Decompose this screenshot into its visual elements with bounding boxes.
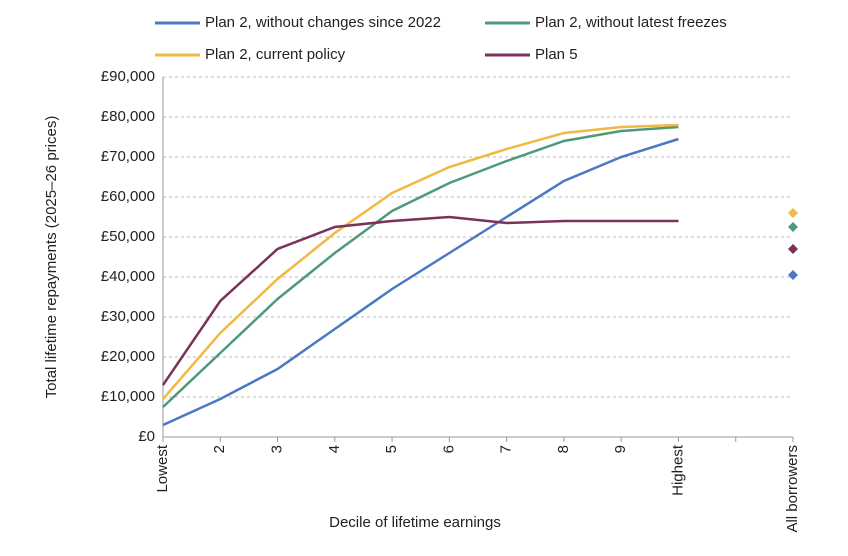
x-tick-label: Highest: [669, 444, 686, 496]
x-tick-label: All borrowers: [784, 445, 801, 533]
y-axis-label: Total lifetime repayments (2025–26 price…: [43, 116, 60, 399]
point-marker: [788, 244, 798, 254]
y-tick-label: £30,000: [101, 308, 155, 325]
x-tick-label: 5: [383, 445, 400, 453]
y-tick-label: £60,000: [101, 188, 155, 205]
point-marker: [788, 270, 798, 280]
x-tick-label: 7: [498, 445, 515, 453]
x-tick-label: 2: [211, 445, 228, 453]
series-line: [162, 137, 679, 427]
series-line: [162, 123, 679, 400]
legend-label: Plan 2, current policy: [205, 46, 346, 63]
y-tick-label: £90,000: [101, 68, 155, 85]
point-marker: [788, 222, 798, 232]
legend-label: Plan 5: [535, 46, 578, 63]
y-tick-label: £0: [138, 428, 155, 445]
series-line: [162, 125, 679, 408]
point-marker: [788, 208, 798, 218]
y-tick-label: £80,000: [101, 108, 155, 125]
x-tick-label: 6: [440, 445, 457, 453]
x-tick-label: 9: [612, 445, 629, 453]
y-tick-label: £50,000: [101, 228, 155, 245]
y-tick-label: £40,000: [101, 268, 155, 285]
y-tick-label: £70,000: [101, 148, 155, 165]
legend-label: Plan 2, without latest freezes: [535, 14, 727, 31]
legend-label: Plan 2, without changes since 2022: [205, 14, 441, 31]
x-tick-label: Lowest: [154, 444, 171, 492]
x-tick-label: 8: [555, 445, 572, 453]
y-tick-label: £10,000: [101, 388, 155, 405]
x-tick-label: 4: [326, 445, 343, 453]
y-tick-label: £20,000: [101, 348, 155, 365]
x-axis-label: Decile of lifetime earnings: [329, 514, 501, 531]
series-line: [161, 215, 679, 386]
x-tick-label: 3: [269, 445, 286, 453]
